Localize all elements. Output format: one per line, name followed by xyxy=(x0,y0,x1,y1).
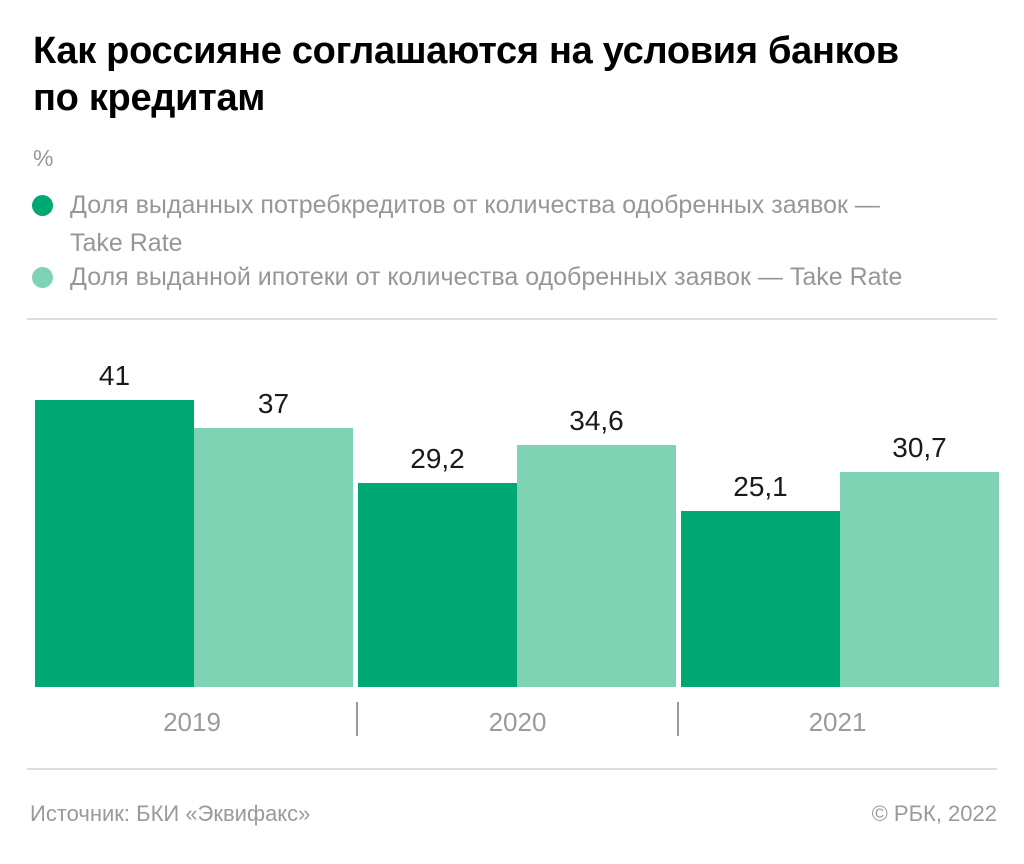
legend-label-consumer-line-1: Доля выданных потребкредитов от количест… xyxy=(70,191,880,219)
footer-divider xyxy=(27,768,997,770)
x-axis-tick-2 xyxy=(677,702,679,736)
bar-2020-consumer xyxy=(358,483,517,687)
bar-value-label-2020-consumer: 29,2 xyxy=(410,443,465,474)
x-axis-label-2021: 2021 xyxy=(808,707,867,737)
chart-top-divider xyxy=(27,318,997,320)
credit-label: © РБК, 2022 xyxy=(871,801,997,826)
x-axis-tick-1 xyxy=(356,702,358,736)
legend-dot-mortgage-icon xyxy=(32,267,53,288)
bar-2019-consumer xyxy=(35,400,194,687)
bar-value-label-2021-mortgage: 30,7 xyxy=(892,432,947,463)
page-title-line-1: Как россияне соглашаются на условия банк… xyxy=(33,30,899,72)
legend-dot-consumer-icon xyxy=(32,195,53,216)
page-title: Как россияне соглашаются на условия банк… xyxy=(33,28,899,122)
legend-item-mortgage: Доля выданной ипотеки от количества одоб… xyxy=(32,258,902,296)
bar-value-label-2021-consumer: 25,1 xyxy=(733,471,788,502)
bar-2021-mortgage xyxy=(840,472,999,687)
legend-label-mortgage-line-1: Доля выданной ипотеки от количества одоб… xyxy=(70,263,903,291)
source-label: Источник: БКИ «Эквифакс» xyxy=(30,801,311,826)
bar-value-label-2019-consumer: 41 xyxy=(98,360,131,391)
y-axis-unit-label: % xyxy=(33,145,54,171)
legend-item-consumer-credit: Доля выданных потребкредитов от количест… xyxy=(32,186,880,262)
bar-2019-mortgage xyxy=(194,428,353,687)
bar-value-label-2020-mortgage: 34,6 xyxy=(569,405,624,436)
x-axis-label-2020: 2020 xyxy=(488,707,547,737)
bar-2020-mortgage xyxy=(517,445,676,687)
x-axis-label-2019: 2019 xyxy=(163,707,221,737)
page-title-line-2: по кредитам xyxy=(33,77,266,119)
legend-label-consumer-line-2: Take Rate xyxy=(70,229,183,257)
legend-label-mortgage: Доля выданной ипотеки от количества одоб… xyxy=(70,258,902,296)
legend-label-consumer: Доля выданных потребкредитов от количест… xyxy=(70,186,880,262)
bar-2021-consumer xyxy=(681,511,840,687)
bar-value-label-2019-mortgage: 37 xyxy=(257,388,290,419)
